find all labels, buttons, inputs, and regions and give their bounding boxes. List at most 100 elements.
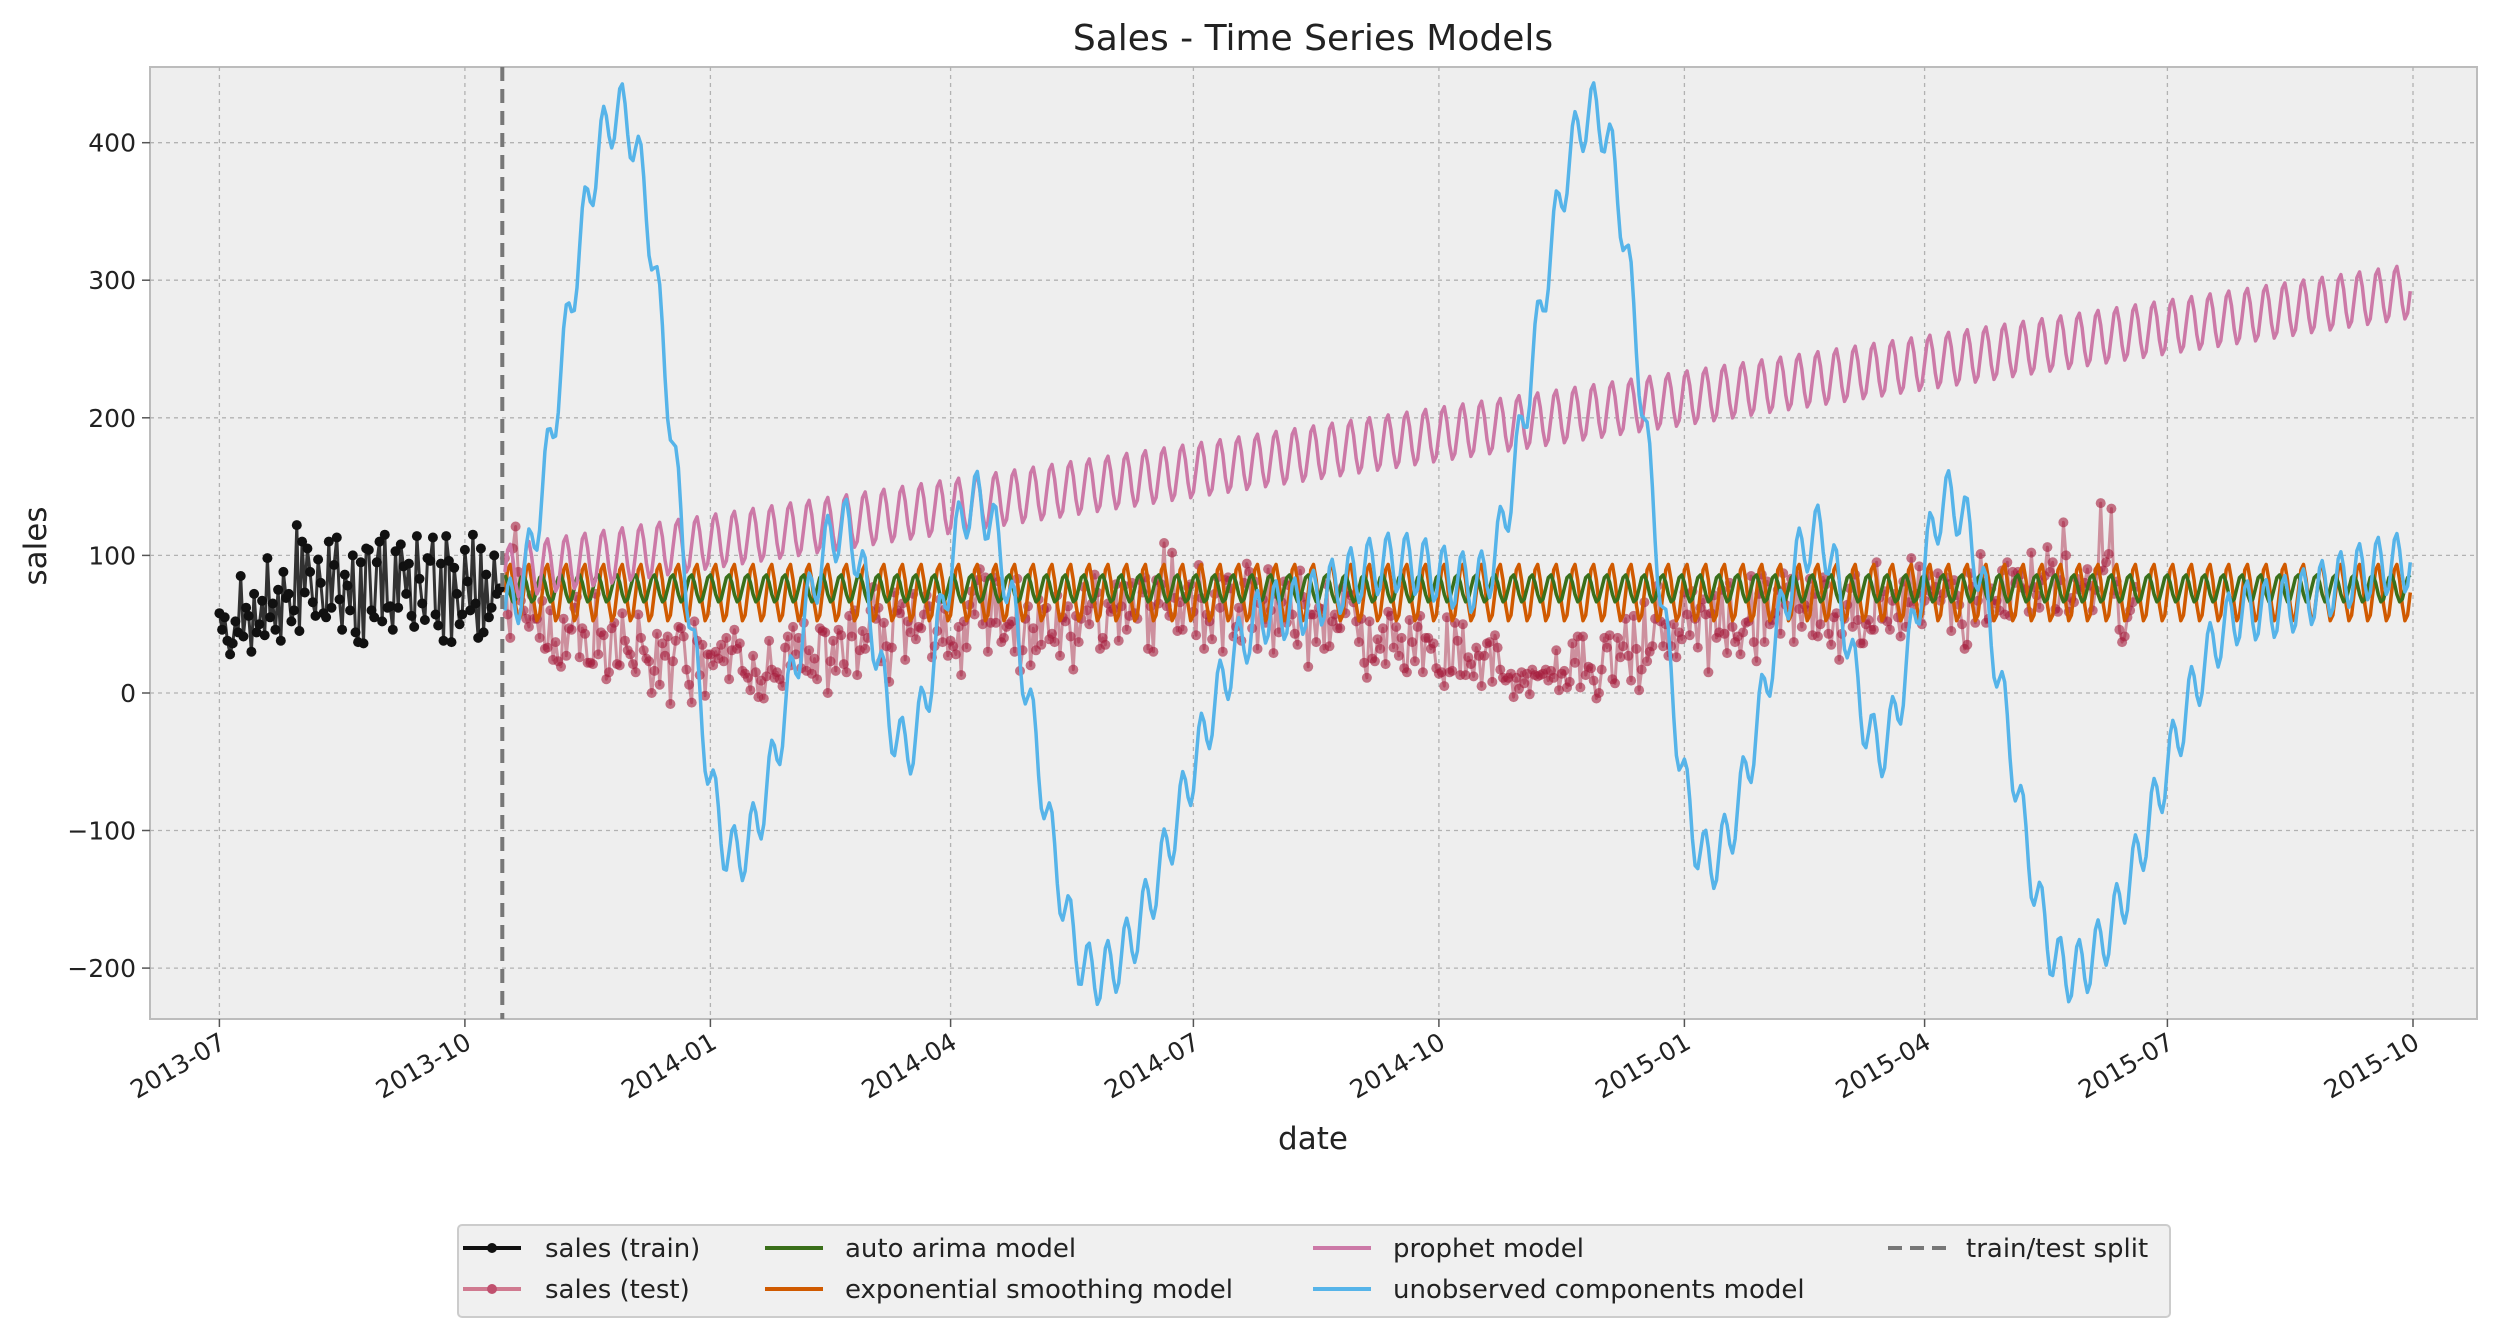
legend-label-exponential-smoothing: exponential smoothing model (845, 1275, 1233, 1305)
series-sales-train-point (227, 638, 238, 649)
series-sales-test-point (742, 672, 753, 683)
series-sales-test-point (1335, 623, 1346, 634)
series-sales-test-point (1353, 637, 1364, 648)
series-sales-test-point (657, 638, 668, 649)
series-sales-test-point (1962, 639, 1973, 650)
series-sales-test-point (838, 659, 849, 670)
series-sales-test-point (574, 652, 585, 663)
series-sales-test-point (1676, 634, 1687, 645)
series-sales-test-point (828, 635, 839, 646)
series-sales-train-point (321, 612, 332, 623)
series-sales-train-point (417, 598, 428, 609)
series-sales-test-point (916, 623, 927, 634)
series-sales-test-point (852, 670, 863, 681)
series-sales-test-point (2103, 549, 2114, 559)
series-sales-test-point (1375, 643, 1386, 654)
series-sales-test-point (1812, 631, 1823, 642)
series-sales-test-point (1159, 538, 1170, 548)
series-sales-train-line (217, 523, 501, 656)
series-sales-test-point (846, 631, 857, 642)
series-sales-train-point (475, 543, 486, 554)
series-unobserved-components (503, 81, 2413, 1007)
series-sales-train-point (238, 631, 249, 642)
series-sales-test-point (1610, 678, 1620, 689)
series-sales-train-point (329, 560, 340, 570)
series-sales-test-point (1548, 672, 1559, 683)
series-sales-test-point (588, 659, 598, 670)
series-sales-test-point (1028, 623, 1039, 634)
series-sales-train-point (315, 577, 326, 588)
series-sales-test-point (950, 649, 961, 660)
series-sales-test-point (1602, 642, 1612, 653)
series-sales-test-point (1615, 652, 1626, 663)
series-sales-train-point (465, 605, 476, 616)
series-sales-test-point (910, 634, 921, 645)
series-sales-train-point (294, 626, 305, 636)
series-sales-test-point (1831, 608, 1842, 619)
series-sales-test-point (788, 621, 799, 632)
series-sales-test-point (1068, 664, 1079, 675)
series-sales-train-point (371, 557, 382, 568)
series-sales-test-point (1167, 547, 1178, 558)
series-sales-test-point (1439, 681, 1450, 692)
series-sales-test-point (1100, 639, 1111, 650)
series-sales-test-point (523, 621, 534, 632)
series-sales-test-point (1719, 628, 1730, 639)
series-sales-train-point (249, 588, 260, 599)
series-sales-test-point (566, 624, 577, 635)
series-sales-test-point (604, 667, 614, 678)
series-sales-test-point (1692, 642, 1703, 653)
series-sales-train-point (219, 612, 230, 623)
series-sales-test-point (1289, 628, 1300, 639)
series-sales-test-point (1055, 650, 1065, 661)
series-sales-test-point (1815, 619, 1826, 630)
series-prophet (503, 264, 2413, 599)
series-sales-test-point (841, 667, 852, 678)
series-sales-train-point (297, 536, 308, 547)
series-sales-test-point (809, 653, 820, 664)
series-sales-test-point (1612, 632, 1623, 643)
series-sales-test-point (1047, 628, 1057, 639)
series-sales-test-point (678, 631, 689, 642)
legend-marker-sales-test (487, 1284, 497, 1294)
series-sales-train-point (403, 558, 414, 569)
series-sales-train-point (246, 646, 257, 657)
series-sales-test-point (1580, 670, 1591, 681)
y-tick-label: 200 (88, 404, 136, 433)
series-sales-test-point (1684, 630, 1695, 641)
series-sales-test-point (1081, 605, 1092, 616)
y-axis-label: sales (18, 507, 54, 586)
series-sales-test-point (982, 646, 993, 657)
grid (150, 67, 2477, 1019)
series-sales-test-point (1775, 628, 1786, 639)
series-sales-test-point (676, 623, 686, 634)
series-sales-test-point (878, 617, 889, 628)
series-sales-test-point (1495, 664, 1506, 675)
series-sales-train-point (342, 580, 353, 591)
series-sales-test-point (620, 635, 630, 646)
series-sales-train-point (390, 546, 401, 557)
legend-item-auto-arima: auto arima model (765, 1234, 1076, 1264)
series-sales-test-point (1895, 631, 1906, 642)
series-sales-test-point (617, 608, 628, 619)
series-sales-test-point (1957, 619, 1967, 630)
series-sales-test-point (836, 630, 847, 641)
legend-label-sales-train: sales (train) (545, 1234, 700, 1264)
series-sales-test-point (1796, 621, 1807, 632)
series-sales-test-point (724, 674, 735, 685)
series-sales-train-point (270, 624, 281, 635)
series-sales-test-point (1575, 682, 1586, 693)
series-sales-test-point (1567, 638, 1578, 649)
series-sales-test-point (1447, 665, 1458, 676)
series-sales-test-point (1452, 635, 1463, 646)
legend-label-unobserved-components: unobserved components model (1393, 1275, 1805, 1305)
series-sales-test-point (1065, 631, 1076, 642)
series-sales-test-point (1524, 689, 1535, 700)
series-sales-test-point (1479, 650, 1490, 661)
series-sales-train-point (489, 550, 500, 561)
series-sales-test-point (1148, 646, 1159, 657)
y-tick-label: −100 (67, 817, 136, 846)
x-axis-label: date (1278, 1121, 1348, 1157)
series-sales-test-point (750, 667, 761, 678)
series-sales-test-point (1471, 642, 1482, 653)
